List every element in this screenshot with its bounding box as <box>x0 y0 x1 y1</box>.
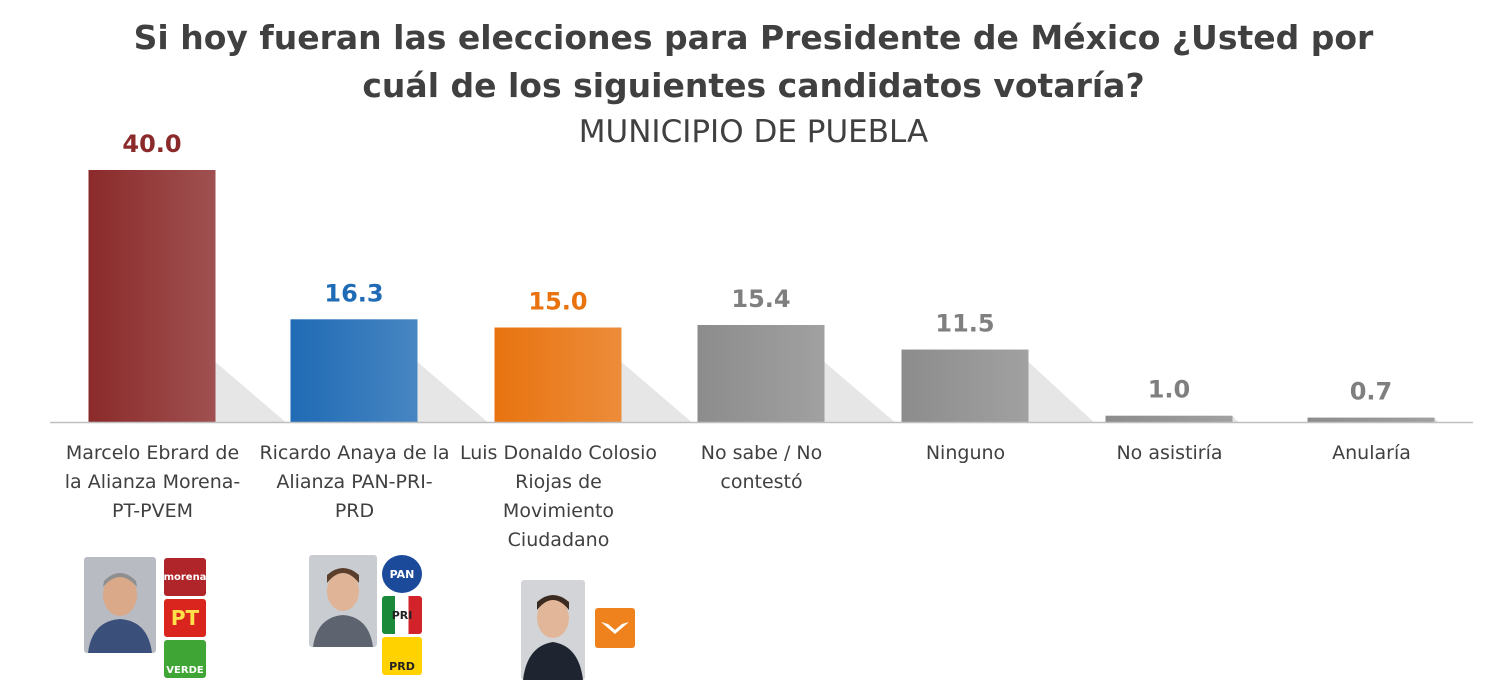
data-label: 40.0 <box>122 130 181 158</box>
category-label-line: Anularía <box>1332 442 1411 464</box>
anaya-photo <box>309 555 377 647</box>
category-label: Ricardo Anaya de la Alianza PAN-PRI- PRD <box>252 439 457 526</box>
category-label: Ninguno <box>863 439 1068 468</box>
category-label: Luis Donaldo Colosio Riojas de Movimiento C… <box>456 439 661 555</box>
bar-shadow <box>824 362 895 422</box>
chart-subtitle: MUNICIPIO DE PUEBLA <box>578 114 929 150</box>
bar <box>697 324 825 422</box>
category-label-line: Ninguno <box>925 442 1006 464</box>
person-icon <box>309 555 377 647</box>
category-label-line: PT-PVEM <box>111 500 194 522</box>
person-icon <box>84 557 156 653</box>
category-label-line: Ciudadano <box>507 529 610 551</box>
bar <box>901 349 1029 422</box>
data-label: 0.7 <box>1350 378 1393 406</box>
category-label: No asistiría <box>1067 439 1272 468</box>
category-label-line: No sabe / No <box>700 442 823 464</box>
prd-logo-icon: PRD <box>382 637 422 675</box>
movimiento-ciudadano-logo-icon <box>595 608 635 648</box>
morena-logo-icon: morena <box>164 558 206 596</box>
data-label: 15.4 <box>731 285 790 313</box>
bar-shadow <box>621 362 692 422</box>
data-label: 16.3 <box>324 279 383 307</box>
ebrard-photo <box>84 557 156 653</box>
bar-shadow <box>215 362 286 422</box>
eagle-icon <box>601 622 629 634</box>
category-label-line: contestó <box>720 471 803 493</box>
bar <box>88 170 216 422</box>
category-label-line: Marcelo Ebrard de <box>65 442 240 464</box>
chart-title-line1: Si hoy fueran las elecciones para Presid… <box>133 18 1374 57</box>
bar-shadow <box>1028 362 1094 422</box>
category-label: Marcelo Ebrard de la Alianza Morena- PT-PV… <box>50 439 255 526</box>
bar-shadow <box>1232 415 1239 422</box>
person-icon <box>521 580 585 680</box>
bar-shadow <box>1434 417 1439 422</box>
category-label-line: la Alianza Morena- <box>64 471 241 493</box>
pt-logo-icon: PT <box>164 599 206 637</box>
pan-logo-icon: PAN <box>382 555 422 593</box>
bar <box>1307 417 1435 422</box>
data-label: 11.5 <box>935 310 994 338</box>
bar-shadow <box>417 362 488 422</box>
colosio-photo <box>521 580 585 680</box>
data-label: 1.0 <box>1148 376 1191 404</box>
category-label-line: No asistiría <box>1116 442 1223 464</box>
bar <box>1105 415 1233 422</box>
bar <box>290 319 418 422</box>
bar <box>494 327 622 422</box>
category-label: No sabe / No contestó <box>659 439 864 497</box>
category-label-line: Alianza PAN-PRI- <box>276 471 433 493</box>
category-label: Anularía <box>1269 439 1474 468</box>
category-label-line: Movimiento <box>502 500 615 522</box>
pri-logo-icon: PRI <box>382 596 422 634</box>
chart-title-line2: cuál de los siguientes candidatos votarí… <box>362 66 1145 105</box>
verde-logo-icon: VERDE <box>164 640 206 678</box>
category-label-line: Luis Donaldo Colosio <box>459 442 658 464</box>
data-label: 15.0 <box>528 288 587 316</box>
category-label-line: Riojas de <box>515 471 602 493</box>
category-label-line: PRD <box>334 500 375 522</box>
category-label-line: Ricardo Anaya de la <box>259 442 450 464</box>
